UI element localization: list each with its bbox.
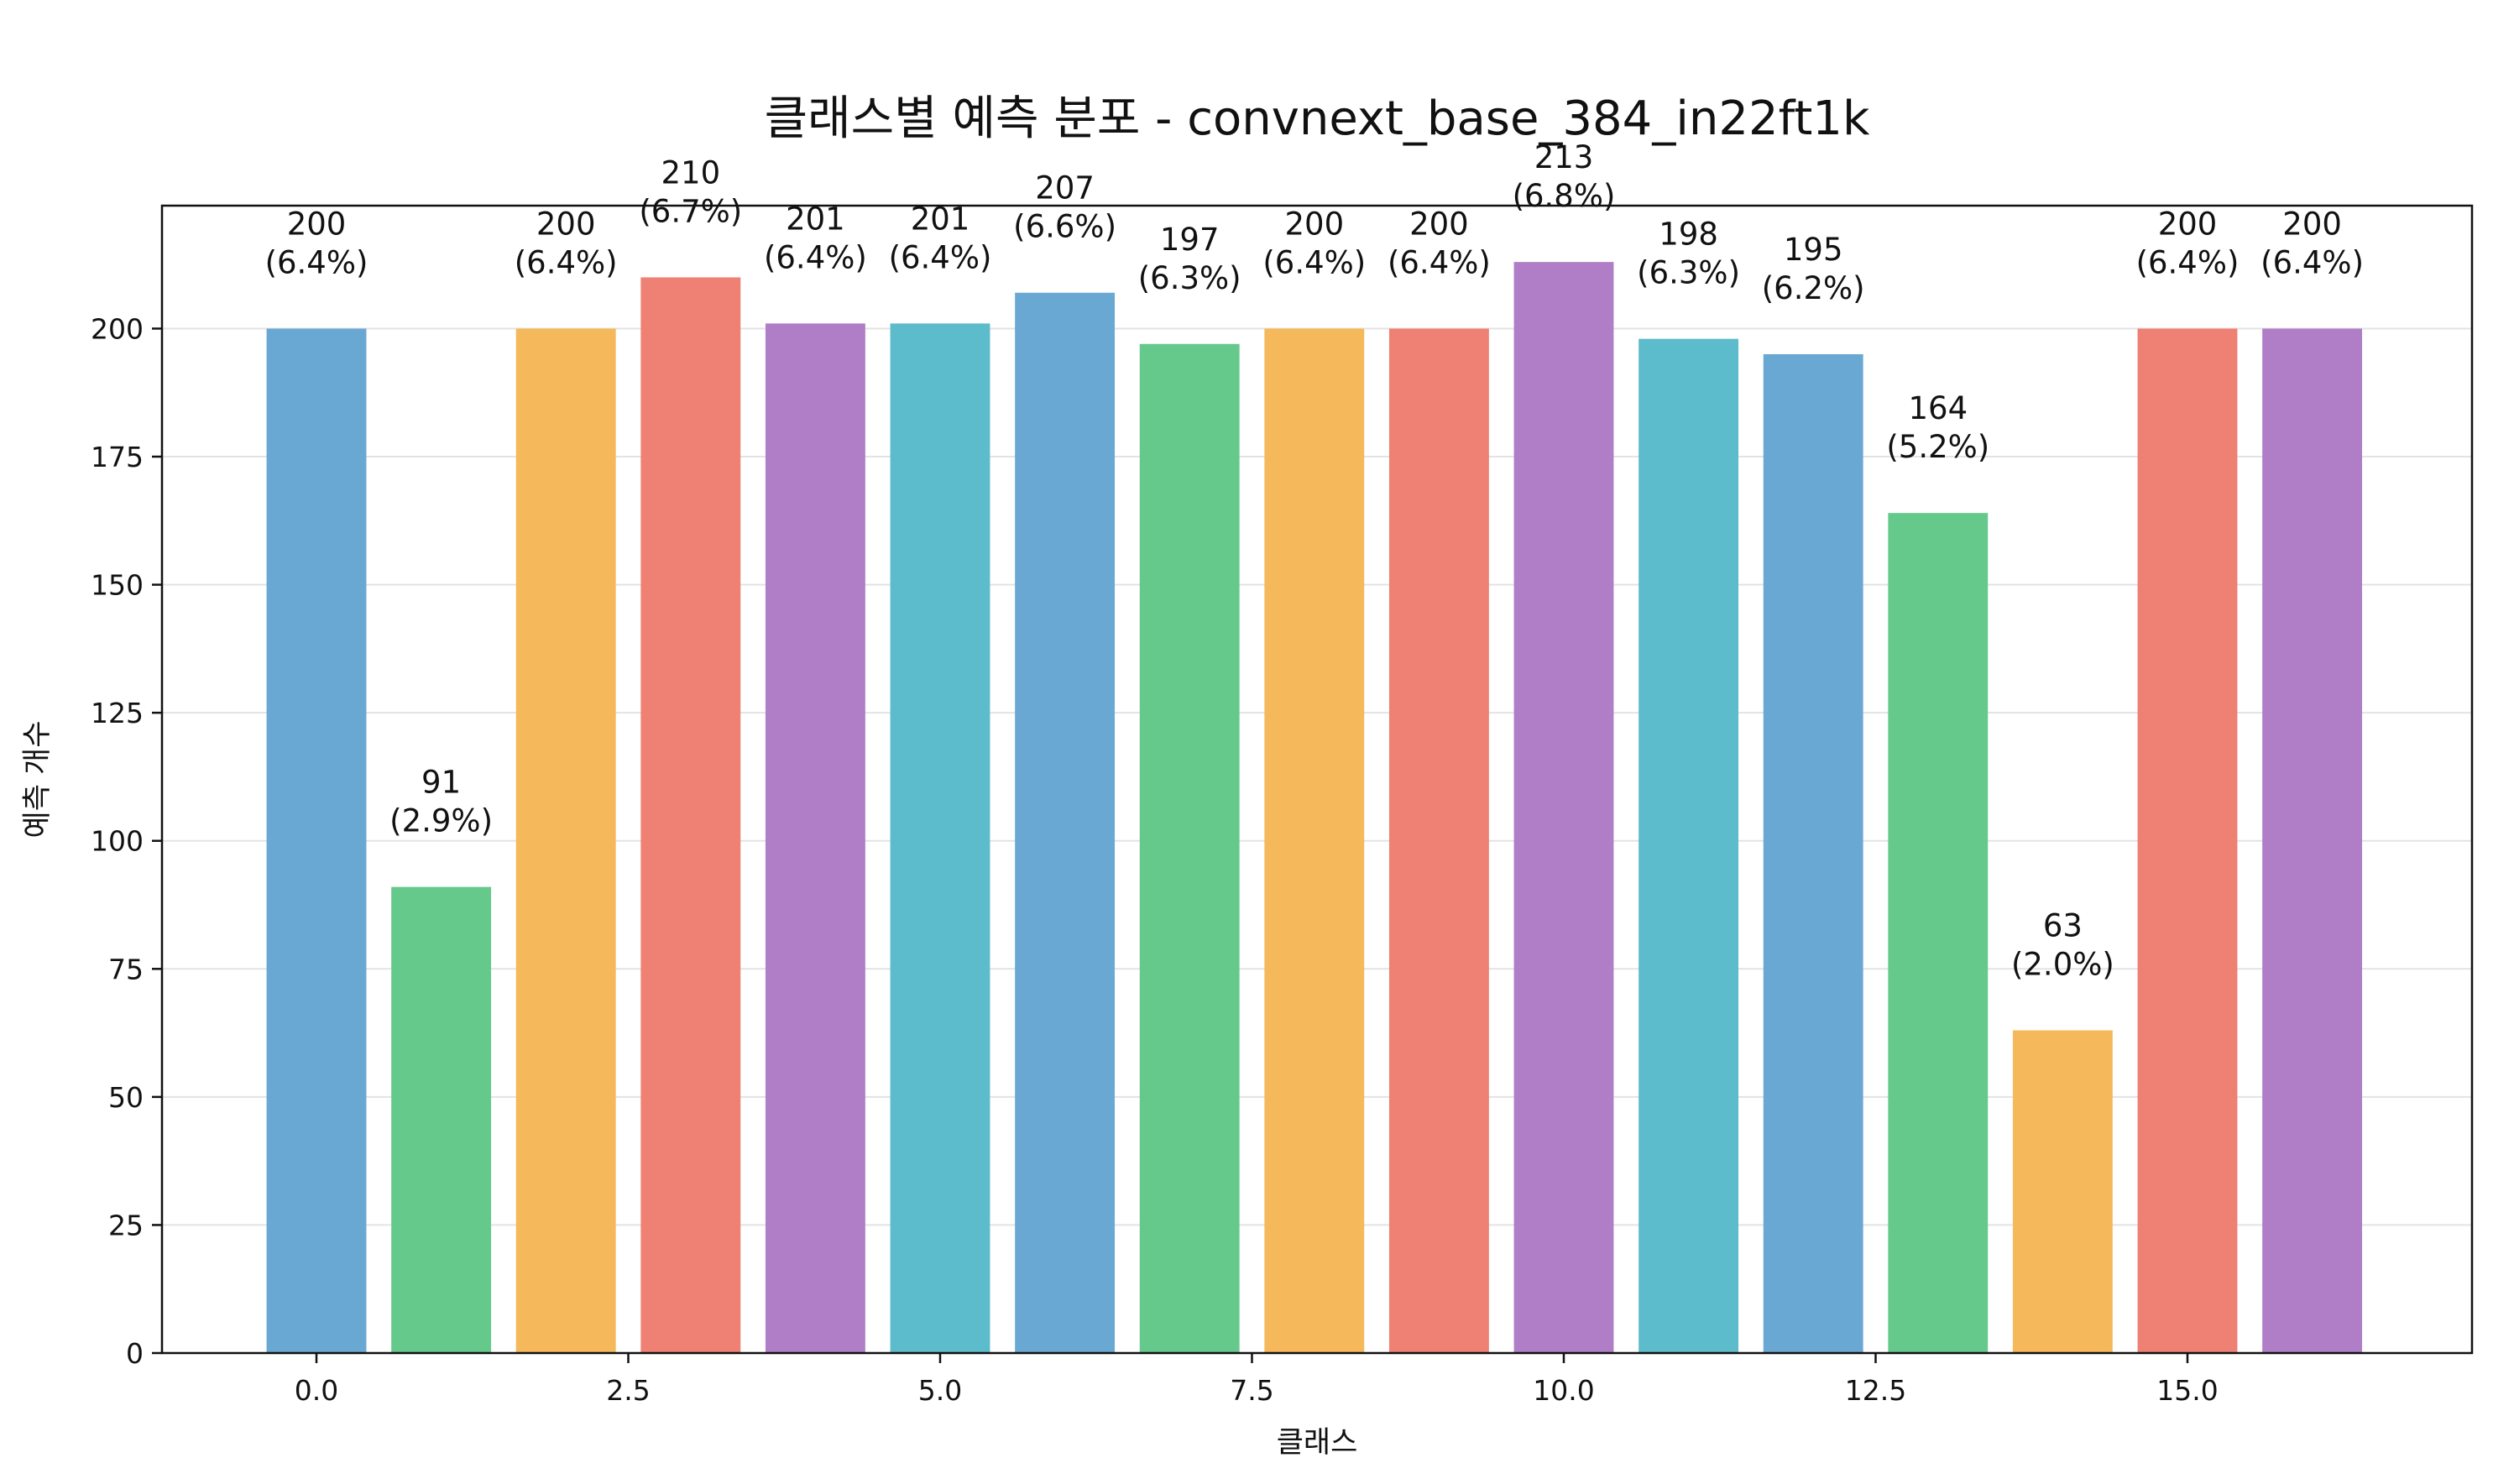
- y-tick-label: 50: [108, 1081, 144, 1114]
- bar-class-5: [890, 323, 990, 1354]
- y-tick-label: 0: [126, 1337, 144, 1370]
- bar-percent-label: (6.4%): [2136, 244, 2240, 280]
- bar-percent-label: (6.4%): [515, 244, 618, 280]
- bar-count-label: 198: [1659, 217, 1718, 253]
- x-axis-label: 클래스: [1277, 1426, 1358, 1460]
- bar-percent-label: (6.4%): [889, 239, 992, 275]
- bars: [266, 262, 2363, 1354]
- bar-count-label: 164: [1908, 390, 1968, 426]
- bar-count-label: 195: [1784, 232, 1843, 268]
- bar-class-15: [2137, 328, 2238, 1353]
- bar-class-9: [1388, 328, 1489, 1353]
- y-tick-label: 200: [91, 312, 144, 345]
- bar-count-label: 197: [1160, 222, 1220, 258]
- bar-class-4: [765, 323, 865, 1354]
- plot-frame: [160, 204, 2474, 1355]
- bar-count-label: 200: [536, 206, 596, 242]
- y-axis-label: 예측 개수: [21, 721, 55, 839]
- bar-count-label: 210: [661, 154, 720, 191]
- x-tick-label: 0.0: [295, 1374, 338, 1407]
- y-tick-label: 150: [91, 569, 144, 602]
- bar-class-10: [1513, 262, 1614, 1354]
- bar-percent-label: (2.9%): [389, 803, 493, 839]
- bar-percent-label: (6.4%): [2260, 244, 2364, 280]
- bar-value-labels: 200(6.4%)91(2.9%)200(6.4%)210(6.7%) 201(6…: [265, 139, 2364, 982]
- y-tick-label: 75: [108, 953, 144, 985]
- bar-percent-label: (6.8%): [1513, 178, 1616, 214]
- bar-count-label: 213: [1534, 139, 1594, 175]
- x-tick-label: 12.5: [1845, 1374, 1906, 1407]
- x-tick-label: 5.0: [918, 1374, 962, 1407]
- bar-class-1: [391, 886, 492, 1353]
- bar-class-0: [266, 328, 367, 1353]
- bar-class-12: [1763, 353, 1863, 1354]
- y-tick-label: 175: [91, 441, 144, 473]
- x-tick-label: 10.0: [1533, 1374, 1594, 1407]
- bar-class-16: [2262, 328, 2363, 1353]
- bar-count-label: 200: [1284, 206, 1344, 242]
- bar-class-14: [2012, 1030, 2113, 1353]
- bar-percent-label: (6.4%): [265, 244, 368, 280]
- bar-class-8: [1264, 328, 1365, 1353]
- x-tick-label: 7.5: [1230, 1374, 1273, 1407]
- bar-percent-label: (6.4%): [1262, 244, 1366, 280]
- y-axis-ticks: 0 25 50 75 100 125 150 175 200: [91, 312, 162, 1370]
- bar-percent-label: (5.2%): [1886, 429, 1989, 465]
- bar-class-11: [1638, 338, 1739, 1353]
- bar-class-7: [1139, 343, 1240, 1353]
- bar-class-3: [640, 277, 741, 1353]
- bar-class-2: [515, 328, 616, 1353]
- bar-percent-label: (2.0%): [2011, 947, 2114, 983]
- bar-count-label: 207: [1035, 170, 1095, 206]
- bar-count-label: 201: [911, 201, 970, 237]
- bar-percent-label: (6.3%): [1637, 255, 1740, 291]
- x-tick-label: 2.5: [606, 1374, 650, 1407]
- bar-percent-label: (6.2%): [1762, 270, 1865, 306]
- bar-count-label: 63: [2043, 908, 2083, 944]
- chart-title: 클래스별 예측 분포 - convnext_base_384_in22ft1k: [765, 91, 1870, 146]
- bar-percent-label: (6.7%): [639, 193, 742, 229]
- x-axis-ticks: 0.0 2.5 5.0 7.5 10.0 12.5 15.0: [295, 1353, 2219, 1407]
- y-tick-label: 100: [91, 825, 144, 858]
- y-tick-label: 25: [108, 1209, 144, 1241]
- bar-percent-label: (6.4%): [764, 239, 867, 275]
- bar-class-6: [1015, 292, 1116, 1353]
- bar-percent-label: (6.4%): [1388, 244, 1491, 280]
- bar-count-label: 200: [1409, 206, 1469, 242]
- bar-count-label: 200: [287, 206, 347, 242]
- bar-count-label: 200: [2158, 206, 2218, 242]
- bar-percent-label: (6.6%): [1013, 209, 1116, 245]
- bar-percent-label: (6.3%): [1138, 260, 1241, 296]
- bar-count-label: 91: [421, 765, 461, 801]
- bar-count-label: 200: [2282, 206, 2342, 242]
- y-tick-label: 125: [91, 697, 144, 729]
- bar-class-13: [1888, 513, 1989, 1353]
- x-tick-label: 15.0: [2156, 1374, 2218, 1407]
- bar-count-label: 201: [786, 201, 845, 237]
